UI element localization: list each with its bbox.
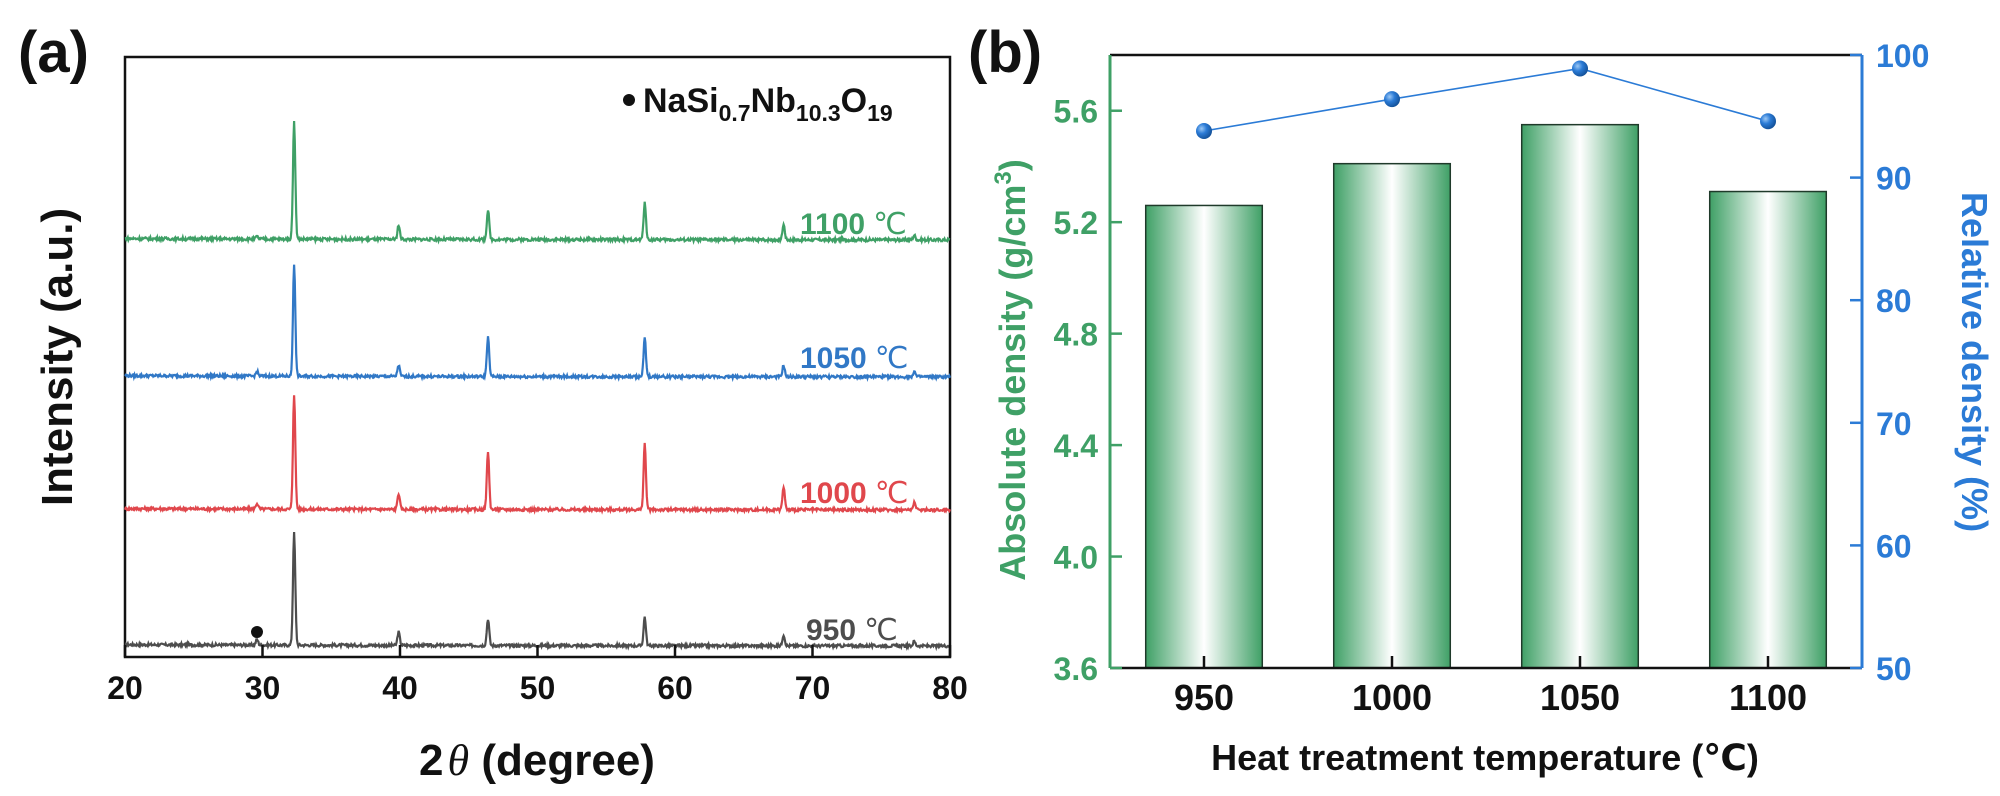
left-tick-label: 4.8 xyxy=(1054,317,1098,353)
left-tick-label: 4.0 xyxy=(1054,540,1098,576)
right-tick-label: 80 xyxy=(1876,283,1912,319)
xrd-x-axis-title-symbol: θ xyxy=(448,736,470,785)
density-x-tick-label: 950 xyxy=(1174,677,1234,718)
series-label-950: 950 ℃ xyxy=(806,613,898,648)
xrd-x-tick-label: 80 xyxy=(932,670,968,706)
panel-b: (b) 3.6 4.0 4.4 4.8 5.2 5.6 50 60 70 80 90 100 950… xyxy=(968,20,1995,778)
series-label-950-num: 950 xyxy=(806,614,856,647)
series-label-950-unit: ℃ xyxy=(864,613,898,648)
relative-density-line xyxy=(1203,67,1769,132)
density-left-ticks: 3.6 4.0 4.4 4.8 5.2 5.6 xyxy=(1054,94,1122,687)
panel-a: (a) 20 30 40 50 60 70 80 NaSi0.7Nb10.3O19 1100… xyxy=(18,20,968,785)
xrd-traces xyxy=(123,120,952,652)
xrd-trace-1000 xyxy=(123,395,952,515)
density-bar-1050 xyxy=(1520,123,1640,669)
density-x-axis-title: Heat treatment temperature (℃) xyxy=(1211,737,1759,778)
panel-b-label: (b) xyxy=(968,20,1042,85)
left-tick-label: 3.6 xyxy=(1054,651,1098,687)
series-label-1000: 1000 ℃ xyxy=(800,476,908,511)
right-tick-label: 60 xyxy=(1876,528,1912,564)
density-left-axis-title-end: ) xyxy=(992,159,1033,171)
xrd-x-tick-label: 50 xyxy=(520,670,556,706)
density-left-axis-title: Absolute density (g/cm3) xyxy=(990,159,1033,580)
density-bar-1100 xyxy=(1708,190,1828,669)
density-x-tick-label: 1000 xyxy=(1352,677,1432,718)
density-left-axis-title-sup: 3 xyxy=(990,171,1017,184)
right-tick-label: 50 xyxy=(1876,651,1912,687)
legend-formula-sub3: 19 xyxy=(867,100,893,126)
xrd-x-tick-label: 40 xyxy=(382,670,418,706)
density-right-ticks: 50 60 70 80 90 100 xyxy=(1850,38,1929,687)
legend-formula-mid: Nb xyxy=(751,82,796,120)
density-x-tick-label: 1100 xyxy=(1729,677,1807,718)
relative-density-point-1050 xyxy=(1572,60,1588,77)
legend-formula-sub2: 10.3 xyxy=(796,100,841,126)
relative-density-point-1100 xyxy=(1760,113,1776,130)
density-bar-1000 xyxy=(1332,162,1452,669)
series-label-1050-unit: ℃ xyxy=(875,341,909,376)
xrd-x-tick-label: 70 xyxy=(795,670,831,706)
left-tick-label: 5.6 xyxy=(1054,94,1098,130)
density-right-axis-title: Relative density (%) xyxy=(1954,192,1995,532)
relative-density-point-950 xyxy=(1196,123,1212,140)
density-bar-950 xyxy=(1144,204,1264,669)
density-bars xyxy=(1144,123,1828,669)
xrd-x-axis-title-prefix: 2 xyxy=(419,736,443,785)
right-tick-label: 100 xyxy=(1876,38,1929,74)
xrd-x-axis-title-rest: (degree) xyxy=(469,736,655,785)
density-x-tick-label: 1050 xyxy=(1540,677,1620,718)
legend-formula-sub1: 0.7 xyxy=(719,100,751,126)
panel-a-label: (a) xyxy=(18,20,89,85)
density-left-axis-title-main: Absolute density (g/cm xyxy=(992,185,1033,581)
xrd-x-axis-title: 2θ (degree) xyxy=(419,736,655,785)
xrd-x-tick-label: 60 xyxy=(657,670,693,706)
series-label-1100: 1100 ℃ xyxy=(800,207,907,242)
series-label-1050-num: 1050 xyxy=(800,342,867,375)
right-tick-label: 90 xyxy=(1876,161,1912,197)
xrd-x-tick-label: 20 xyxy=(107,670,143,706)
legend-marker-dot xyxy=(623,94,635,106)
legend-formula: NaSi0.7Nb10.3O19 xyxy=(643,82,893,126)
impurity-marker-dot xyxy=(251,626,263,638)
left-tick-label: 4.4 xyxy=(1054,428,1099,464)
series-label-1000-unit: ℃ xyxy=(875,476,909,511)
series-label-1100-num: 1100 xyxy=(800,208,865,241)
legend-formula-main: NaSi xyxy=(643,82,719,120)
series-label-1100-unit: ℃ xyxy=(873,207,907,242)
xrd-trace-1050 xyxy=(124,264,952,383)
relative-density-series xyxy=(1196,60,1776,140)
series-label-1050: 1050 ℃ xyxy=(800,341,908,376)
right-tick-label: 70 xyxy=(1876,406,1912,442)
xrd-x-tick-label: 30 xyxy=(245,670,281,706)
xrd-y-axis-title: Intensity (a.u.) xyxy=(33,208,82,506)
series-label-1000-num: 1000 xyxy=(800,477,867,510)
left-tick-label: 5.2 xyxy=(1054,205,1098,241)
xrd-legend: NaSi0.7Nb10.3O19 xyxy=(623,82,893,126)
xrd-x-ticks: 20 30 40 50 60 70 80 xyxy=(107,645,968,706)
legend-formula-tail: O xyxy=(841,82,867,120)
density-x-ticks: 950 1000 1050 1100 xyxy=(1174,656,1807,718)
xrd-trace-1100 xyxy=(124,120,951,246)
relative-density-point-1000 xyxy=(1384,91,1400,108)
